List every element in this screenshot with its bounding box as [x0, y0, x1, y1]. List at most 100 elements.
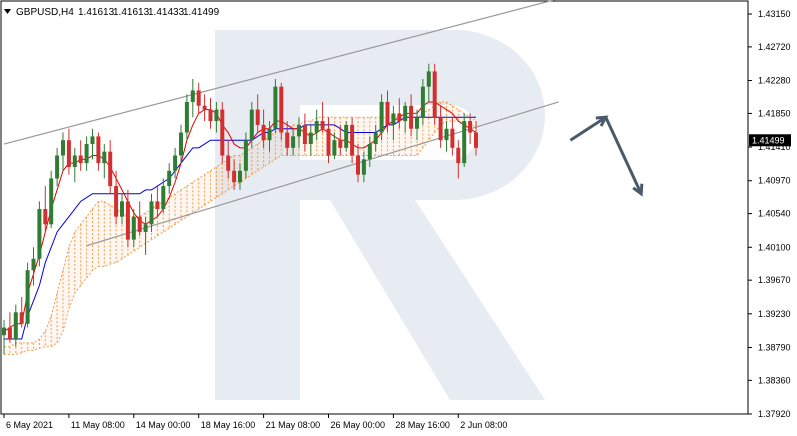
x-tick-label: 14 May 00:00 — [136, 420, 191, 430]
symbol-label: GBPUSD,H4 — [16, 7, 74, 18]
candle-body — [344, 124, 349, 148]
forecast-down-arrow-head — [632, 183, 644, 197]
current-price-badge-bg — [749, 134, 791, 147]
candle-body — [332, 140, 337, 156]
x-tick-label: 21 May 08:00 — [266, 420, 321, 430]
candle-body — [297, 124, 301, 137]
forecast-up-arrow-shaft — [569, 115, 607, 142]
candle-body — [102, 151, 107, 164]
candle-body — [214, 109, 219, 122]
candle-body — [125, 201, 130, 240]
x-axis: 6 May 2021 11 May 08:00 14 May 00:00 18 May… — [3, 414, 507, 430]
candle-body — [96, 136, 101, 164]
x-tick-label: 6 May 2021 — [6, 420, 53, 430]
candle-body — [302, 124, 307, 145]
candle-body — [432, 71, 437, 118]
candle-body — [468, 121, 473, 133]
candle-body — [314, 121, 319, 133]
candle-body — [72, 155, 77, 167]
candle-body — [403, 105, 408, 122]
candle-body — [55, 155, 60, 179]
chart-header: GBPUSD,H4 1.41613 1.41613 1.41433 1.4149… — [4, 7, 220, 18]
candle-body — [114, 186, 119, 217]
candle-body — [78, 155, 83, 164]
candle-body — [462, 121, 467, 164]
candle-body — [232, 170, 237, 183]
y-tick-label: 1.43150 — [758, 9, 791, 19]
candle-body — [326, 128, 331, 156]
candle-body — [43, 209, 48, 225]
candlesticks — [2, 63, 478, 355]
candle-body — [208, 109, 213, 122]
y-tick-label: 1.39670 — [758, 275, 791, 285]
y-tick-label: 1.40540 — [758, 209, 791, 219]
x-tick-label: 2 Jun 08:00 — [460, 420, 507, 430]
triangle-down-icon[interactable] — [4, 9, 11, 14]
candle-body — [356, 155, 360, 175]
candle-body — [456, 147, 461, 164]
trend-channel — [3, 0, 559, 247]
x-tick-label: 28 May 16:00 — [395, 420, 450, 430]
candle-body — [450, 128, 455, 148]
watermark-logo — [215, 30, 545, 400]
candle-body — [350, 124, 355, 156]
candle-body — [49, 178, 54, 225]
y-axis: 1.43150 1.42720 1.42280 1.41850 1.41410 1.409… — [748, 9, 791, 419]
senkou-span-b-line — [4, 120, 477, 355]
candle-body — [7, 327, 12, 340]
y-tick-label: 1.40100 — [758, 242, 791, 252]
candle-body — [238, 170, 242, 183]
candle-body — [255, 109, 260, 125]
candle-body — [267, 128, 272, 141]
y-tick-label: 1.38360 — [758, 375, 791, 385]
candle-body — [179, 132, 183, 156]
y-tick-label: 1.37920 — [758, 409, 791, 419]
candle-body — [131, 216, 136, 240]
x-tick-label: 26 May 00:00 — [331, 420, 386, 430]
candle-body — [397, 113, 402, 122]
channel-lower-line — [86, 101, 559, 247]
candle-body — [361, 159, 366, 175]
candle-body — [184, 101, 189, 133]
candle-body — [249, 109, 254, 141]
close-value: 1.41499 — [183, 7, 220, 18]
candle-body — [320, 121, 325, 129]
senkou-span-a-line — [4, 101, 477, 348]
candle-body — [155, 201, 160, 210]
candle-body — [226, 155, 231, 171]
candle-body — [66, 140, 71, 167]
y-tick-label: 1.42280 — [758, 76, 791, 86]
y-tick-label: 1.41850 — [758, 108, 791, 118]
candle-body — [367, 144, 372, 160]
candle-body — [474, 132, 478, 148]
candle-body — [385, 101, 390, 125]
forecast-down-arrow-shaft — [604, 116, 643, 195]
candle-body — [373, 132, 378, 145]
low-value: 1.41433 — [148, 7, 185, 18]
candle-body — [444, 128, 449, 141]
candle-body — [273, 86, 278, 129]
candle-body — [379, 101, 384, 133]
y-tick-label: 1.38790 — [758, 342, 791, 352]
candle-body — [202, 105, 207, 110]
candle-body — [220, 109, 225, 156]
candle-body — [285, 132, 290, 148]
candle-body — [190, 90, 195, 102]
candle-body — [120, 201, 124, 217]
candle-body — [391, 113, 396, 125]
forecast-arrows — [569, 115, 644, 197]
candle-body — [243, 140, 248, 171]
x-tick-label: 18 May 16:00 — [201, 420, 256, 430]
candle-body — [420, 86, 425, 118]
channel-upper-line — [3, 0, 557, 145]
y-tick-label: 1.40970 — [758, 176, 791, 186]
candle-body — [279, 86, 284, 133]
y-tick-label: 1.39230 — [758, 309, 791, 319]
candle-body — [149, 201, 154, 225]
kijun-sen-line — [4, 116, 476, 340]
y-tick-label: 1.41410 — [758, 142, 791, 152]
candle-body — [196, 90, 201, 106]
candle-body — [415, 117, 419, 129]
high-value: 1.41613 — [113, 7, 150, 18]
